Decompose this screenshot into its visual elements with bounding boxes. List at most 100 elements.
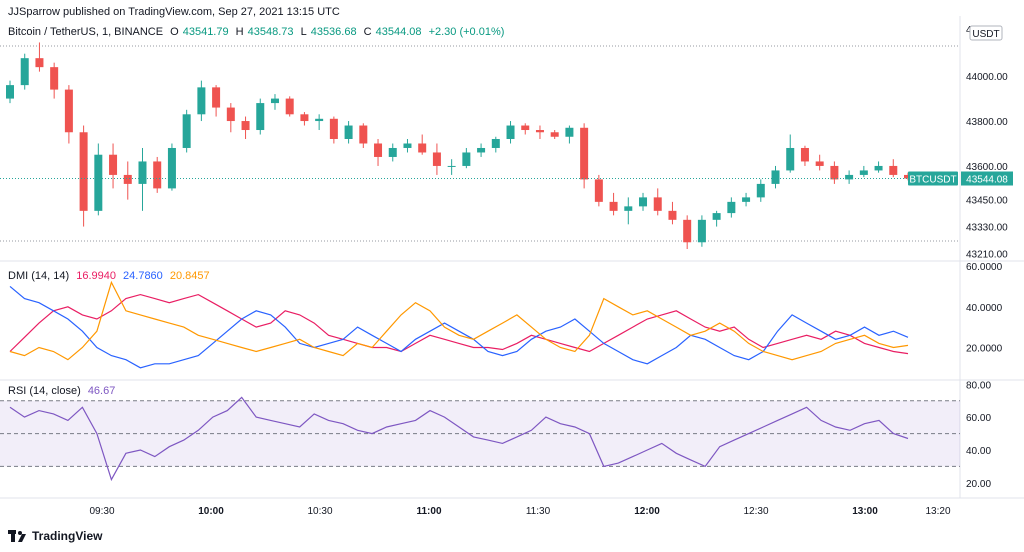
rsi-lines [0, 396, 960, 482]
candle-body [727, 201, 736, 214]
candle-body [756, 183, 765, 198]
tradingview-logo-icon [8, 530, 26, 542]
price-tick-label: 44000.00 [966, 72, 1008, 83]
candle-body [20, 58, 29, 86]
candle-body [668, 210, 677, 220]
candle-body [197, 87, 206, 115]
candle-body [653, 197, 662, 211]
dmi-axis: 20.0000 40.0000 60.0000 [966, 262, 1003, 354]
candle-body [226, 107, 235, 122]
candle-body [182, 114, 191, 148]
time-tick-label: 10:00 [198, 506, 224, 517]
candle-body [344, 125, 353, 139]
ticker-badge [908, 171, 958, 186]
candle-body [535, 130, 544, 133]
candle-body [742, 197, 751, 202]
ticker-label: BTCUSDT [909, 174, 956, 185]
dmi-tick-label: 40.0000 [966, 303, 1003, 314]
candle-body [697, 219, 706, 243]
close-value: 43544.08 [375, 26, 422, 38]
price-tick-label: 43800.00 [966, 117, 1008, 128]
rsi-axis: 20.00 40.00 60.00 80.00 [966, 380, 991, 490]
rsi-title: RSI (14, close) [8, 385, 81, 397]
candle-body [624, 206, 633, 211]
candle-body [786, 147, 795, 171]
dmi-title: DMI (14, 14) [8, 270, 70, 282]
price-tick-label: 43600.00 [966, 162, 1008, 173]
dmi-series-line [9, 293, 909, 355]
time-tick-label: 12:00 [634, 506, 660, 517]
candle-body [712, 213, 721, 220]
price-legend: Bitcoin / TetherUS, 1, BINANCE O 43541.79… [8, 26, 505, 38]
change-value: +2.30 (+0.01%) [428, 26, 505, 38]
candle-body [64, 89, 73, 133]
last-price-label: 43544.08 [966, 174, 1008, 185]
candle-body [388, 147, 397, 157]
candle-body [859, 170, 868, 175]
rsi-legend: RSI (14, close) 46.67 [8, 385, 119, 397]
candle-body [270, 98, 279, 104]
candle-body [815, 161, 824, 166]
dmi-value-1: 16.9940 [76, 270, 116, 282]
candle-body [506, 125, 515, 139]
candle-body [94, 154, 103, 211]
currency-label: USDT [972, 29, 999, 40]
chart-canvas[interactable]: 43210.00 43330.00 43450.00 43600.00 43800.00… [0, 0, 1024, 524]
candle-body [889, 165, 898, 175]
time-tick-label: 13:20 [925, 506, 950, 517]
candle-body [550, 132, 559, 137]
candle-body [830, 165, 839, 180]
dmi-tick-label: 60.0000 [966, 262, 1003, 273]
dmi-legend: DMI (14, 14) 16.9940 24.7860 20.8457 [8, 270, 214, 282]
candle-body [447, 165, 456, 167]
time-axis: 09:30 10:00 10:30 11:00 11:30 12:00 12:30 13:00… [89, 506, 950, 517]
candle-body [359, 125, 368, 144]
dmi-value-2: 24.7860 [123, 270, 163, 282]
candle-body [35, 58, 44, 68]
open-value: 43541.79 [182, 26, 229, 38]
candle-body [683, 219, 692, 243]
candle-body [874, 165, 883, 171]
candle-body [521, 125, 530, 131]
candle-body [771, 170, 780, 184]
dmi-lines [9, 280, 909, 369]
publish-header: JJSparrow published on TradingView.com, … [8, 6, 340, 18]
dmi-value-3: 20.8457 [169, 270, 210, 282]
rsi-series-line [9, 396, 909, 482]
candle-body [167, 147, 176, 189]
rsi-tick-label: 60.00 [966, 413, 991, 424]
price-tick-label: 43210.00 [966, 250, 1008, 261]
tradingview-logo-text: TradingView [32, 529, 103, 543]
rsi-tick-label: 20.00 [966, 479, 991, 490]
rsi-tick-label: 80.00 [966, 380, 991, 391]
candle-body [374, 143, 383, 157]
candle-body [403, 143, 412, 148]
tradingview-logo[interactable]: TradingView [8, 529, 102, 543]
time-tick-label: 12:30 [743, 506, 768, 517]
time-tick-label: 09:30 [89, 506, 114, 517]
time-tick-label: 11:00 [416, 506, 441, 517]
candle-body [138, 161, 147, 184]
candle-body [609, 201, 618, 211]
rsi-tick-label: 40.00 [966, 446, 991, 457]
candle-body [300, 114, 309, 122]
candle-body [580, 127, 589, 180]
candle-body [800, 147, 809, 162]
time-tick-label: 13:00 [852, 506, 878, 517]
time-tick-label: 11:30 [526, 506, 551, 517]
candle-body [477, 147, 486, 153]
candle-body [153, 161, 162, 189]
candle-body [315, 118, 324, 122]
candle-body [432, 152, 441, 166]
symbol-label: Bitcoin / TetherUS, 1, BINANCE [8, 26, 164, 38]
candle-body [212, 87, 221, 108]
currency-badge[interactable] [969, 25, 1003, 41]
candle-body [6, 85, 14, 99]
candle-body [241, 121, 250, 131]
candle-body [418, 143, 427, 153]
candle-body [594, 179, 603, 202]
candle-body [109, 154, 118, 175]
candle-body [123, 174, 132, 184]
low-value: 43536.68 [310, 26, 357, 38]
candle-body [256, 103, 265, 131]
